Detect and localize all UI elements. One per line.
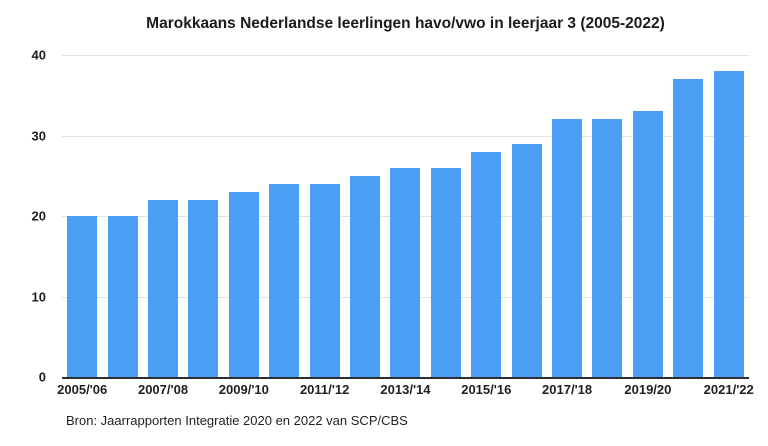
x-slot-10: 2015/'16 <box>461 382 511 398</box>
x-slot-12: 2017/'18 <box>542 382 592 398</box>
x-slot-8: 2013/'14 <box>380 382 430 398</box>
bar-5 <box>269 183 300 377</box>
bar-13 <box>592 119 623 377</box>
plot-area <box>62 55 749 379</box>
bar-slot-11 <box>506 55 546 377</box>
bar-1 <box>107 216 138 377</box>
x-tick-label-6: 2017/'18 <box>542 382 593 397</box>
bar-slot-6 <box>304 55 344 377</box>
bar-6 <box>309 183 340 377</box>
x-slot-15 <box>668 382 708 398</box>
x-slot-16: 2021/'22 <box>704 382 754 398</box>
x-slot-2: 2007/'08 <box>138 382 188 398</box>
x-tick-label-4: 2013/'14 <box>380 382 431 397</box>
bar-11 <box>511 143 542 377</box>
bar-0 <box>67 216 98 377</box>
gridline-30 <box>62 135 749 137</box>
x-slot-11 <box>506 382 546 398</box>
y-tick-label-0: 0 <box>38 369 46 385</box>
bar-slot-14 <box>628 55 668 377</box>
bar-2 <box>148 199 179 377</box>
bar-slot-12 <box>547 55 587 377</box>
bar-7 <box>350 175 381 377</box>
bar-16 <box>713 71 744 377</box>
x-slot-14: 2019/20 <box>624 382 671 398</box>
bar-14 <box>632 111 663 377</box>
bar-12 <box>552 119 583 377</box>
bar-slot-7 <box>345 55 385 377</box>
x-slot-6: 2011/'12 <box>300 382 349 398</box>
x-tick-label-1: 2007/'08 <box>137 382 189 397</box>
bar-8 <box>390 167 421 377</box>
x-axis: 2005/'06 2007/'08 2009/'10 2011/'12 2013/'14… <box>57 382 754 398</box>
bar-slot-5 <box>264 55 304 377</box>
x-slot-0: 2005/'06 <box>57 382 107 398</box>
bar-slot-4 <box>224 55 264 377</box>
x-tick-label-2: 2009/'10 <box>218 382 269 397</box>
bar-slot-15 <box>668 55 708 377</box>
chart-title: Marokkaans Nederlandse leerlingen havo/v… <box>146 15 665 32</box>
x-slot-13 <box>587 382 627 398</box>
bar-15 <box>673 79 704 377</box>
x-slot-5 <box>264 382 304 398</box>
bar-3 <box>188 199 219 377</box>
bar-10 <box>471 151 502 377</box>
x-slot-4: 2009/'10 <box>219 382 269 398</box>
bar-slot-10 <box>466 55 506 377</box>
bar-slot-3 <box>183 55 223 377</box>
y-tick-label-30: 30 <box>31 128 46 143</box>
bar-slot-0 <box>62 55 102 377</box>
x-slot-7 <box>345 382 385 398</box>
y-tick-label-10: 10 <box>31 289 46 304</box>
x-tick-label-0: 2005/'06 <box>57 382 108 397</box>
source-note: Bron: Jaarrapporten Integratie 2020 en 2… <box>66 413 408 428</box>
bars-row <box>62 55 749 377</box>
x-slot-9 <box>426 382 466 398</box>
x-slot-1 <box>102 382 142 398</box>
bar-slot-9 <box>426 55 466 377</box>
y-tick-label-40: 40 <box>31 47 46 63</box>
bar-slot-13 <box>587 55 627 377</box>
bar-9 <box>430 167 461 377</box>
gridline-40 <box>62 55 749 56</box>
x-tick-label-5: 2015/'16 <box>461 382 512 397</box>
x-tick-label-7: 2019/20 <box>624 382 672 397</box>
y-axis: 0 10 20 30 40 <box>0 48 46 385</box>
bar-slot-1 <box>102 55 142 377</box>
y-tick-label-20: 20 <box>31 208 46 224</box>
x-tick-label-3: 2011/'12 <box>299 382 350 397</box>
x-slot-3 <box>183 382 223 398</box>
bar-slot-2 <box>143 55 183 377</box>
bar-4 <box>228 191 259 377</box>
bar-slot-16 <box>709 55 749 377</box>
bar-slot-8 <box>385 55 425 377</box>
x-tick-label-8: 2021/'22 <box>703 382 754 397</box>
